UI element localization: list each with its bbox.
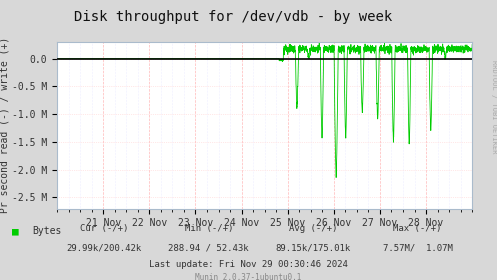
- Text: Disk throughput for /dev/vdb - by week: Disk throughput for /dev/vdb - by week: [75, 10, 393, 24]
- Text: Bytes: Bytes: [32, 226, 62, 236]
- Text: 29.99k/200.42k: 29.99k/200.42k: [67, 243, 142, 252]
- Text: Cur (-/+): Cur (-/+): [80, 224, 129, 233]
- Text: Last update: Fri Nov 29 00:30:46 2024: Last update: Fri Nov 29 00:30:46 2024: [149, 260, 348, 269]
- Text: Avg (-/+): Avg (-/+): [289, 224, 337, 233]
- Text: Munin 2.0.37-1ubuntu0.1: Munin 2.0.37-1ubuntu0.1: [195, 273, 302, 280]
- Text: 7.57M/  1.07M: 7.57M/ 1.07M: [383, 243, 452, 252]
- Text: 89.15k/175.01k: 89.15k/175.01k: [275, 243, 351, 252]
- Text: 288.94 / 52.43k: 288.94 / 52.43k: [168, 243, 249, 252]
- Text: Min (-/+): Min (-/+): [184, 224, 233, 233]
- Text: RRDTOOL / TOBI OETIKER: RRDTOOL / TOBI OETIKER: [491, 60, 497, 153]
- Text: Max (-/+): Max (-/+): [393, 224, 442, 233]
- Y-axis label: Pr second read (-) / write (+): Pr second read (-) / write (+): [0, 37, 9, 213]
- Text: ■: ■: [12, 226, 19, 236]
